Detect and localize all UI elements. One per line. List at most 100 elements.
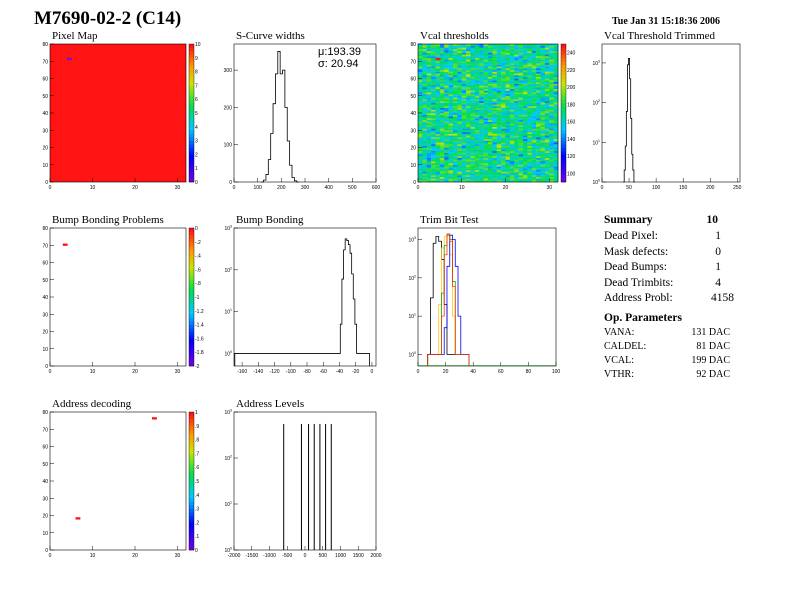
heatmap-cell bbox=[518, 128, 524, 131]
x-tick-label: 2000 bbox=[370, 553, 381, 559]
heatmap-cell bbox=[466, 68, 471, 71]
heatmap-cell bbox=[439, 164, 445, 167]
y-tick-exponent: 2 bbox=[414, 274, 416, 278]
heatmap-cell bbox=[483, 44, 489, 46]
x-tick-label: 600 bbox=[372, 185, 381, 191]
heatmap-cell bbox=[474, 126, 480, 129]
heatmap-cell bbox=[431, 61, 436, 64]
heatmap-cell bbox=[453, 106, 458, 109]
heatmap-cell bbox=[453, 76, 458, 79]
heatmap-cell bbox=[553, 57, 559, 60]
heatmap-cell bbox=[553, 94, 559, 96]
heatmap-cell bbox=[518, 131, 524, 134]
x-tick-label: 500 bbox=[319, 553, 328, 559]
heatmap-cell bbox=[523, 75, 528, 77]
heatmap-cell bbox=[444, 157, 449, 160]
heatmap-cell bbox=[553, 85, 559, 88]
heatmap-cell bbox=[474, 71, 480, 74]
colorbar-step bbox=[189, 321, 194, 325]
heatmap-cell bbox=[470, 133, 476, 136]
heatmap-cell bbox=[544, 59, 550, 62]
heatmap-cell bbox=[514, 128, 519, 131]
x-tick-label: -1500 bbox=[245, 553, 258, 559]
heatmap-cell bbox=[531, 123, 537, 126]
heatmap-cell bbox=[549, 106, 554, 109]
heatmap-cell bbox=[431, 149, 436, 152]
heatmap-cell bbox=[453, 180, 458, 183]
heatmap-cell bbox=[422, 106, 427, 109]
heatmap-cell bbox=[470, 56, 476, 58]
heatmap-cell bbox=[431, 154, 436, 157]
heatmap-cell bbox=[509, 137, 515, 140]
colorbar-step bbox=[189, 341, 194, 346]
heatmap-cell bbox=[439, 166, 445, 169]
heatmap-cell bbox=[514, 149, 519, 152]
heatmap-cell bbox=[544, 61, 550, 64]
heatmap-cell bbox=[505, 71, 511, 74]
heatmap-cell bbox=[435, 142, 441, 145]
heatmap-cell bbox=[426, 121, 432, 124]
heatmap-cell bbox=[435, 69, 441, 72]
heatmap-cell bbox=[435, 44, 441, 46]
x-tick-label: -500 bbox=[282, 553, 292, 559]
heatmap-cell bbox=[518, 61, 524, 64]
heatmap-cell bbox=[444, 150, 449, 153]
heatmap-cell bbox=[505, 116, 511, 119]
heatmap-cell bbox=[527, 152, 532, 155]
heatmap-cell bbox=[496, 80, 502, 83]
heatmap-cell bbox=[470, 66, 476, 69]
heatmap-cell bbox=[496, 149, 502, 152]
heatmap-cell bbox=[514, 106, 519, 109]
heatmap-cell bbox=[501, 81, 506, 84]
heatmap-cell bbox=[444, 71, 449, 74]
heatmap-cell bbox=[474, 168, 480, 171]
heatmap-cell bbox=[431, 137, 436, 140]
heatmap-cell bbox=[422, 49, 427, 52]
heatmap-cell bbox=[488, 121, 493, 124]
heatmap-cell bbox=[466, 178, 471, 181]
heatmap-cell bbox=[418, 171, 423, 174]
heatmap-cell bbox=[431, 97, 436, 100]
heatmap-cell bbox=[523, 49, 528, 52]
heatmap-cell bbox=[553, 156, 559, 159]
heatmap-cell bbox=[514, 62, 519, 65]
heatmap-point bbox=[75, 517, 81, 520]
heatmap-cell bbox=[439, 152, 445, 155]
heatmap-cell bbox=[474, 130, 480, 133]
heatmap-cell bbox=[435, 47, 441, 50]
heatmap-cell bbox=[457, 154, 462, 157]
heatmap-cell bbox=[453, 75, 458, 77]
heatmap-cell bbox=[435, 83, 441, 86]
heatmap-cell bbox=[505, 123, 511, 126]
heatmap-cell bbox=[527, 92, 532, 95]
heatmap-cell bbox=[540, 157, 546, 160]
heatmap-cell bbox=[448, 71, 454, 74]
heatmap-cell bbox=[518, 92, 524, 95]
heatmap-cell bbox=[536, 62, 541, 65]
heatmap-cell bbox=[418, 121, 423, 124]
heatmap-cell bbox=[501, 161, 506, 164]
heatmap-cell bbox=[439, 157, 445, 160]
heatmap-cell bbox=[461, 169, 467, 172]
heatmap-cell bbox=[435, 78, 441, 81]
heatmap-cell bbox=[518, 80, 524, 83]
heatmap-cell bbox=[518, 54, 524, 57]
heatmap-cell bbox=[448, 121, 454, 124]
heatmap-cell bbox=[501, 147, 506, 150]
heatmap-cell bbox=[496, 138, 502, 141]
heatmap-cell bbox=[496, 126, 502, 129]
y-tick-label: 70 bbox=[42, 427, 48, 433]
heatmap-cell bbox=[496, 106, 502, 109]
heatmap-cell bbox=[483, 164, 489, 167]
heatmap-cell bbox=[549, 88, 554, 91]
heatmap-cell bbox=[457, 164, 462, 167]
heatmap-cell bbox=[501, 145, 506, 148]
heatmap-cell bbox=[422, 150, 427, 153]
heatmap-cell bbox=[518, 73, 524, 76]
heatmap-cell bbox=[439, 168, 445, 171]
heatmap-cell bbox=[418, 81, 423, 84]
heatmap-cell bbox=[496, 154, 502, 157]
heatmap-cell bbox=[536, 161, 541, 164]
heatmap-cell bbox=[483, 173, 489, 176]
heatmap-cell bbox=[527, 62, 532, 65]
